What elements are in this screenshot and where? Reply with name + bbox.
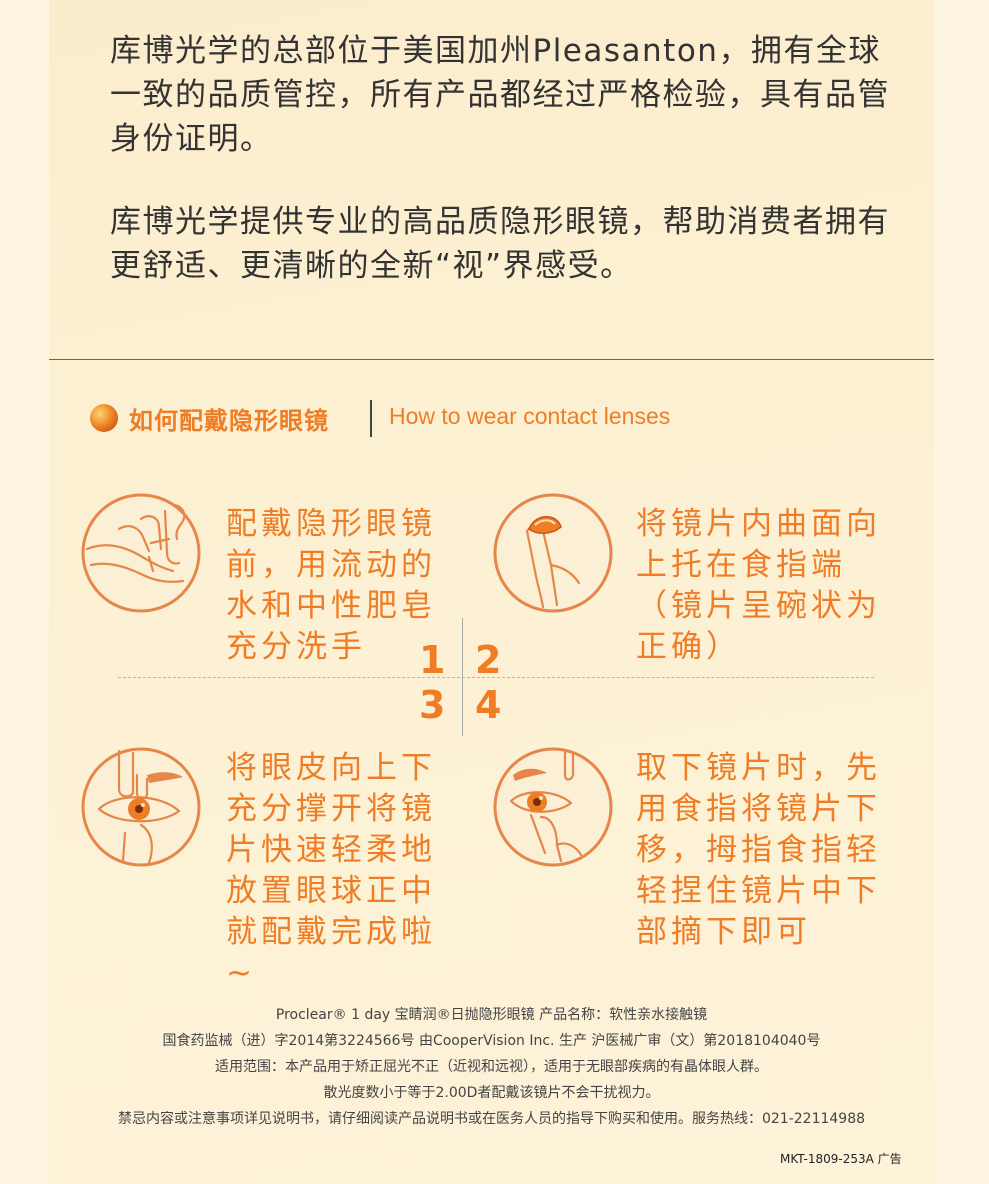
step-number-4: 4 [475,683,502,727]
step-1-text: 配戴隐形眼镜前，用流动的水和中性肥皂充分洗手 [226,506,436,665]
footer-scope: 适用范围：本产品用于矫正屈光不正（近视和远视），适用于无眼部疾病的有晶体眼人群。 [215,1059,768,1075]
step-number-2: 2 [475,638,502,682]
step-number-3: 3 [419,683,446,727]
step-3-text: 将眼皮向上下充分撑开将镜片快速轻柔地放置眼球正中就配戴完成啦~ [226,750,436,991]
orange-orb-icon [90,404,118,432]
section-divider [49,359,934,360]
footer-astigmatism-note: 散光度数小于等于2.00D者配戴该镜片不会干扰视力。 [323,1085,660,1101]
footer-contraindication: 禁忌内容或注意事项详见说明书，请仔细阅读产品说明书或在医务人员的指导下购买和使用… [117,1111,866,1127]
insert-lens-eye-icon [81,747,201,867]
lens-on-finger-icon [493,493,613,613]
footer-product-name: Proclear® 1 day 宝睛润®日抛隐形眼镜 产品名称：软性亲水接触镜 [275,1007,708,1023]
intro-paragraph-1: 库博光学的总部位于美国加州Pleasanton，拥有全球一致的品质管控，所有产品… [110,33,890,157]
title-separator [370,400,372,437]
footer-ad-code: MKT-1809-253A 广告 [780,1152,902,1166]
hand-washing-icon [81,493,201,613]
remove-lens-eye-icon [493,747,613,867]
page-panel [49,0,934,1184]
step-2-text: 将镜片内曲面向上托在食指端（镜片呈碗状为正确） [636,506,881,665]
footer-registration: 国食药监械（进）字2014第3224566号 由CooperVision Inc… [162,1033,821,1049]
section-title-en: How to wear contact lenses [389,403,671,429]
section-title-cn: 如何配戴隐形眼镜 [129,407,329,435]
step-grid-horizontal-line [118,677,874,678]
step-4-text: 取下镜片时，先用食指将镜片下移，拇指食指轻轻捏住镜片中下部摘下即可 [636,750,881,950]
step-number-1: 1 [419,638,446,682]
intro-paragraph-2: 库博光学提供专业的高品质隐形眼镜，帮助消费者拥有更舒适、更清晰的全新“视”界感受… [110,204,890,284]
